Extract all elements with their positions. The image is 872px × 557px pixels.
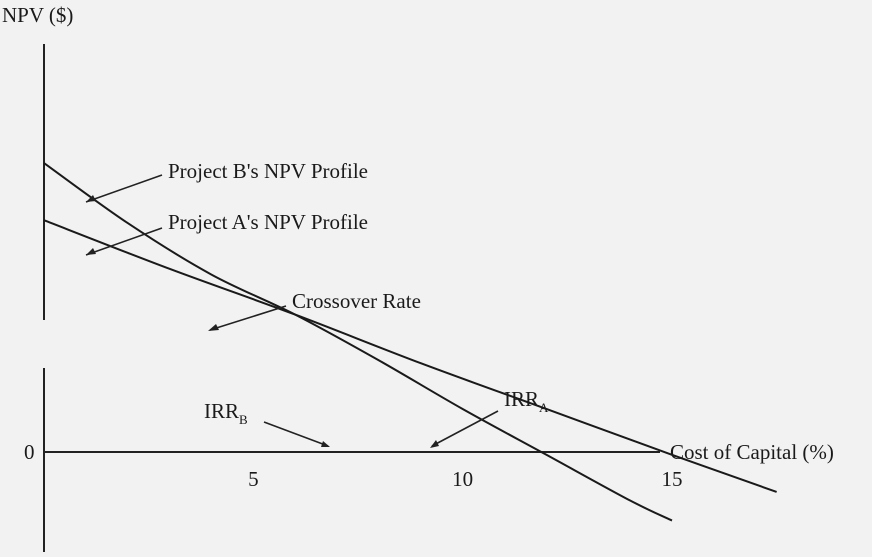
- y-tick-label-0: 0: [24, 440, 35, 464]
- crossover-arrowhead: [208, 324, 219, 331]
- series-line-projectA: [43, 219, 777, 493]
- x-tick-labels: 5 10 15: [248, 467, 682, 491]
- project-a-label: Project A's NPV Profile: [168, 210, 368, 234]
- crossover-arrow: [209, 305, 287, 331]
- project-a-arrow: [85, 227, 163, 256]
- series-line-projectB: [43, 162, 673, 522]
- series-lines: [43, 162, 777, 522]
- crossover-label: Crossover Rate: [292, 289, 421, 313]
- x-tick-label-5: 5: [248, 467, 259, 491]
- y-axis-label: NPV ($): [2, 3, 73, 27]
- irr-a-arrow: [431, 410, 499, 447]
- irr-b-arrow: [263, 421, 329, 447]
- project-b-arrow: [85, 174, 163, 203]
- irr-a-label: IRRA: [504, 387, 549, 415]
- x-tick-label-10: 10: [452, 467, 473, 491]
- x-axis-label: Cost of Capital (%): [670, 440, 834, 464]
- irr-b-arrowhead: [321, 441, 330, 447]
- x-tick-label-15: 15: [661, 467, 682, 491]
- irr-a-arrowhead: [430, 440, 439, 448]
- project-b-arrowhead: [86, 195, 96, 202]
- project-a-arrowhead: [86, 248, 96, 255]
- project-b-label: Project B's NPV Profile: [168, 159, 368, 183]
- irr-b-label: IRRB: [204, 399, 248, 427]
